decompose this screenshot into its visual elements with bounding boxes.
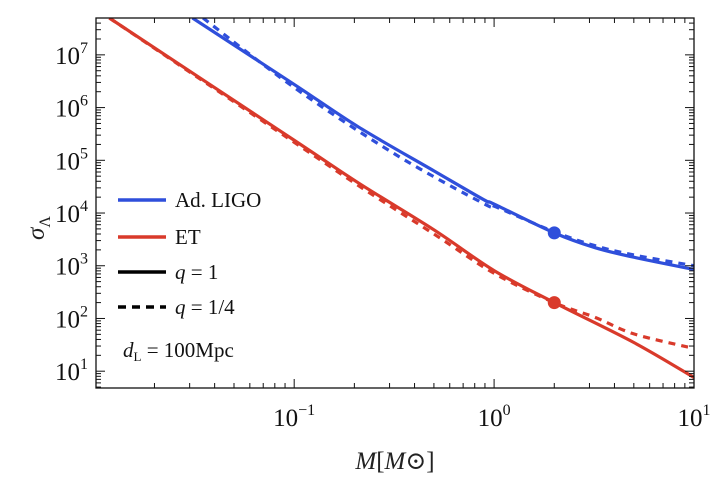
legend-label: q = 1 [175,260,218,284]
legend-label: ET [175,225,201,249]
y-tick-label: 103 [55,251,88,281]
series-ad-ligo-q-1-4 [202,18,694,268]
tick-layer: 10−1 100 101 101 102 103 104 105 106 107 [55,17,711,432]
legend: Ad. LIGO ET q = 1 q = 1/4 dL = 100Mpc [118,188,261,364]
marker-point [547,296,561,310]
x-axis-label-main: M [354,448,377,475]
y-tick-label: 102 [55,303,88,333]
legend-label: q = 1/4 [175,295,235,319]
y-tick-label: 107 [55,40,88,70]
y-tick-label: 105 [55,145,88,175]
legend-annotation: dL = 100Mpc [123,338,234,364]
x-axis-label: M[M⊙] [354,448,434,475]
x-tick-label: 101 [678,402,711,432]
series-et-q-1-4 [108,18,694,351]
y-axis-label-main: σ [23,226,50,240]
y-axis-label: σΛ [23,216,54,240]
y-axis-label-sub: Λ [37,216,54,228]
y-tick-label: 104 [55,198,88,228]
series-layer [108,18,694,379]
x-tick-label: 10−1 [273,402,315,432]
x-tick-label: 100 [478,402,511,432]
y-tick-label: 101 [55,356,88,386]
series-ad-ligo-q-1 [191,18,694,272]
plot-frame [95,17,695,389]
y-tick-label: 106 [55,93,88,123]
marker-point [547,226,561,240]
marker-layer [547,226,561,310]
x-axis-label-unit: M⊙ [384,448,427,475]
legend-label: Ad. LIGO [175,188,261,212]
